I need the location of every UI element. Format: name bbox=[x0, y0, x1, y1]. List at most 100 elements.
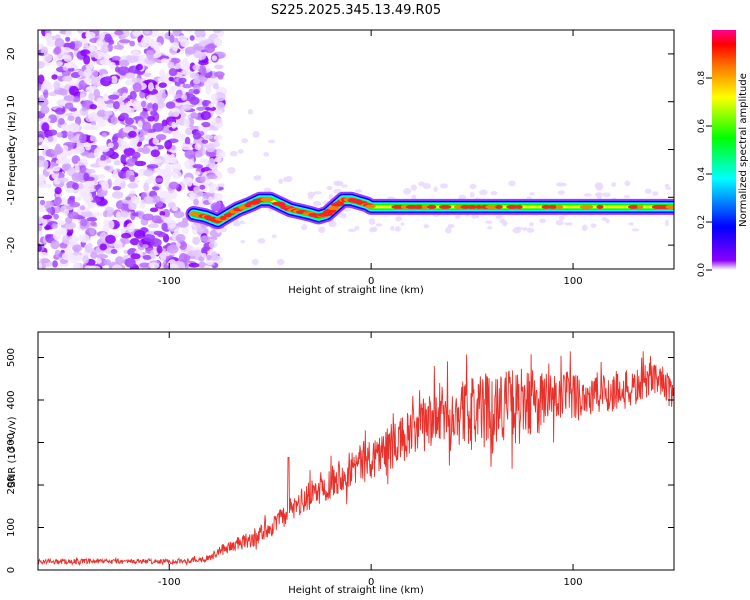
heatmap-noise-cell bbox=[118, 59, 130, 67]
heatmap-faint-cell bbox=[227, 167, 236, 174]
heatmap-noise-cell bbox=[198, 261, 207, 269]
heatmap-noise-cell bbox=[38, 174, 46, 182]
heatmap-noise-cell bbox=[43, 117, 51, 123]
heatmap-noise-cell bbox=[57, 177, 69, 183]
heatmap-marks bbox=[38, 30, 674, 269]
heatmap-noise-cell bbox=[104, 76, 113, 83]
heatmap-noise-cell bbox=[124, 117, 134, 126]
heatmap-ridge-peak bbox=[506, 204, 519, 209]
heatmap-noise-cell bbox=[105, 234, 116, 244]
heatmap-noise-cell bbox=[96, 38, 104, 48]
heatmap-faint-cell bbox=[369, 227, 375, 233]
heatmap-noise-cell bbox=[180, 104, 192, 111]
heatmap-noise-cell bbox=[54, 186, 62, 195]
heatmap-noise-cell bbox=[124, 72, 136, 79]
heatmap-faint-cell bbox=[601, 217, 608, 221]
heatmap-faint-cell bbox=[558, 215, 565, 221]
heatmap-noise-cell bbox=[79, 164, 87, 174]
heatmap-faint-cell bbox=[410, 184, 418, 191]
heatmap-faint-cell bbox=[395, 216, 403, 222]
heatmap-noise-cell bbox=[100, 154, 106, 163]
heatmap-noise-cell bbox=[143, 169, 154, 177]
heatmap-noise-cell bbox=[161, 92, 167, 99]
heatmap-noise-cell bbox=[79, 91, 88, 96]
heatmap-noise-cell bbox=[204, 44, 216, 54]
heatmap-noise-cell bbox=[54, 196, 62, 205]
heatmap-noise-cell bbox=[133, 229, 146, 239]
heatmap-noise-cell bbox=[139, 262, 151, 268]
heatmap-noise-cell bbox=[193, 88, 200, 95]
heatmap-ridge-peak bbox=[637, 204, 644, 209]
heatmap-noise-cell bbox=[140, 38, 147, 47]
heatmap-noise-cell bbox=[102, 93, 110, 102]
heatmap-noise-cell bbox=[150, 41, 162, 50]
snr-plot-area bbox=[38, 332, 674, 570]
heatmap-noise-cell bbox=[79, 192, 89, 198]
heatmap-noise-cell bbox=[38, 215, 44, 225]
heatmap-faint-cell bbox=[213, 140, 221, 148]
heatmap-noise-cell bbox=[88, 92, 94, 102]
heatmap-noise-cell bbox=[132, 30, 143, 37]
heatmap-noise-cell bbox=[129, 238, 140, 246]
heatmap-ytick-label: 10 bbox=[6, 95, 17, 108]
heatmap-noise-cell bbox=[129, 90, 137, 100]
colorbar-tick-label: 0.2 bbox=[697, 215, 707, 229]
heatmap-noise-cell bbox=[128, 55, 138, 64]
chart-title: S225.2025.345.13.49.R05 bbox=[271, 3, 441, 18]
heatmap-noise-cell bbox=[54, 38, 65, 48]
heatmap-noise-cell bbox=[210, 93, 218, 100]
heatmap-noise-cell bbox=[99, 102, 106, 107]
heatmap-noise-cell bbox=[52, 260, 58, 268]
heatmap-noise-cell bbox=[93, 88, 101, 98]
heatmap-noise-cell bbox=[122, 92, 128, 99]
heatmap-noise-cell bbox=[168, 181, 180, 190]
heatmap-noise-cell bbox=[62, 145, 69, 152]
heatmap-noise-cell bbox=[168, 76, 174, 82]
snr-ytick-label: 500 bbox=[6, 348, 17, 367]
heatmap-faint-cell bbox=[495, 214, 503, 219]
heatmap-noise-cell bbox=[50, 240, 60, 250]
heatmap-noise-cell bbox=[198, 60, 209, 66]
heatmap-noise-cell bbox=[44, 183, 52, 189]
heatmap-noise-cell bbox=[65, 36, 71, 42]
heatmap-ridge-peak bbox=[219, 216, 227, 221]
heatmap-faint-cell bbox=[631, 228, 640, 232]
heatmap-noise-cell bbox=[41, 122, 50, 132]
heatmap-faint-cell bbox=[390, 225, 395, 231]
heatmap-faint-cell bbox=[400, 222, 405, 226]
heatmap-noise-cell bbox=[201, 121, 211, 128]
heatmap-noise-cell bbox=[42, 214, 53, 220]
heatmap-faint-cell bbox=[469, 183, 477, 190]
heatmap-noise-cell bbox=[193, 171, 201, 176]
heatmap-noise-cell bbox=[99, 58, 112, 66]
heatmap-noise-cell bbox=[184, 30, 194, 33]
heatmap-noise-cell bbox=[181, 227, 189, 235]
snr-x-axis-label: Height of straight line (km) bbox=[288, 585, 424, 596]
heatmap-ridge-peak bbox=[421, 204, 429, 209]
heatmap-noise-cell bbox=[45, 234, 52, 239]
heatmap-noise-cell bbox=[118, 39, 131, 44]
heatmap-noise-cell bbox=[48, 129, 58, 136]
heatmap-faint-cell bbox=[664, 219, 669, 227]
heatmap-noise-cell bbox=[187, 177, 193, 187]
heatmap-faint-cell bbox=[326, 185, 333, 191]
heatmap-faint-cell bbox=[594, 182, 604, 190]
heatmap-noise-cell bbox=[155, 133, 167, 141]
heatmap-ytick-label: 0 bbox=[6, 146, 17, 152]
heatmap-noise-cell bbox=[206, 143, 216, 153]
heatmap-noise-cell bbox=[120, 210, 129, 218]
heatmap-noise-cell bbox=[100, 144, 110, 153]
heatmap-noise-cell bbox=[126, 222, 136, 233]
heatmap-faint-cell bbox=[644, 188, 652, 195]
heatmap-noise-cell bbox=[119, 112, 129, 120]
heatmap-xtick-label: 0 bbox=[368, 276, 374, 287]
heatmap-noise-cell bbox=[38, 225, 43, 232]
heatmap-noise-cell bbox=[96, 145, 103, 153]
heatmap-noise-cell bbox=[145, 49, 154, 60]
colorbar-gradient bbox=[712, 30, 736, 270]
heatmap-noise-cell bbox=[166, 244, 179, 254]
heatmap-ridge-peak bbox=[579, 204, 594, 209]
heatmap-faint-cell bbox=[602, 192, 611, 198]
heatmap-faint-cell bbox=[439, 183, 449, 189]
heatmap-noise-cell bbox=[208, 103, 215, 108]
